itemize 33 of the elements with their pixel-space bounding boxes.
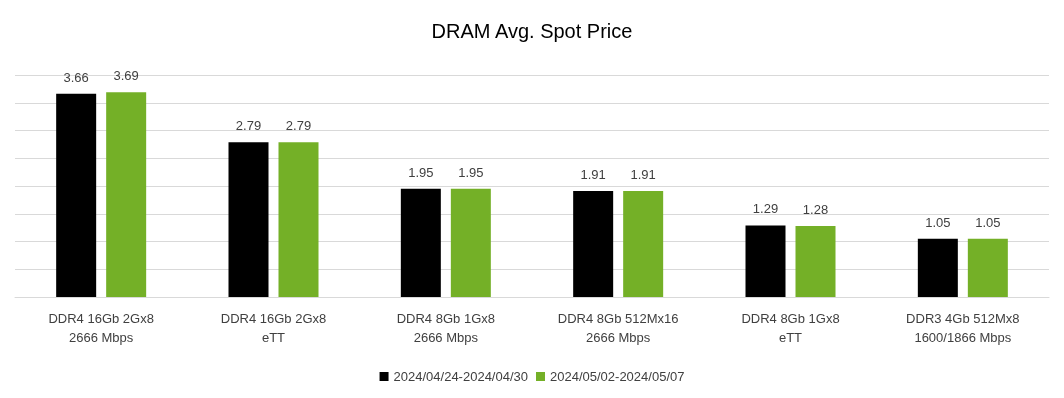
data-label: 3.66	[63, 69, 89, 85]
data-label: 2.79	[235, 118, 262, 134]
bar	[745, 225, 786, 297]
data-label: 3.69	[113, 68, 139, 84]
x-tick-label: DDR4 16Gb 2Gx8 eTT	[220, 311, 327, 345]
x-tick-label: DDR4 8Gb 1Gx8 2666 Mbps	[396, 311, 495, 345]
bar	[623, 191, 664, 297]
bar	[917, 238, 958, 297]
data-label: 1.95	[458, 164, 484, 180]
bar	[228, 142, 269, 297]
bar	[106, 92, 147, 297]
data-label: 2.79	[285, 118, 312, 134]
x-tick-label: DDR4 8Gb 1Gx8 eTT	[741, 311, 840, 345]
bar	[573, 191, 614, 297]
chart-title: DRAM Avg. Spot Price	[431, 20, 633, 42]
x-tick-label: DDR4 8Gb 512Mx16 2666 Mbps	[557, 311, 679, 345]
legend-label: 2024/05/02-2024/05/07	[550, 369, 685, 384]
bar	[967, 238, 1008, 297]
data-label: 1.29	[752, 201, 779, 217]
data-label: 1.91	[580, 166, 606, 182]
data-label: 1.05	[925, 214, 951, 230]
bar	[450, 188, 491, 297]
data-label: 1.95	[408, 164, 434, 180]
bar	[400, 188, 441, 297]
bar	[278, 142, 319, 297]
x-tick-label: DDR3 4Gb 512Mx8 1600/1866 Mbps	[906, 311, 1020, 345]
data-label: 1.28	[802, 201, 829, 217]
data-label: 1.05	[975, 214, 1001, 230]
data-label: 1.91	[630, 166, 656, 182]
legend-label: 2024/04/24-2024/04/30	[393, 369, 529, 384]
bar	[56, 93, 97, 297]
x-tick-label: DDR4 16Gb 2Gx8 2666 Mbps	[48, 311, 154, 345]
bar	[795, 225, 836, 297]
